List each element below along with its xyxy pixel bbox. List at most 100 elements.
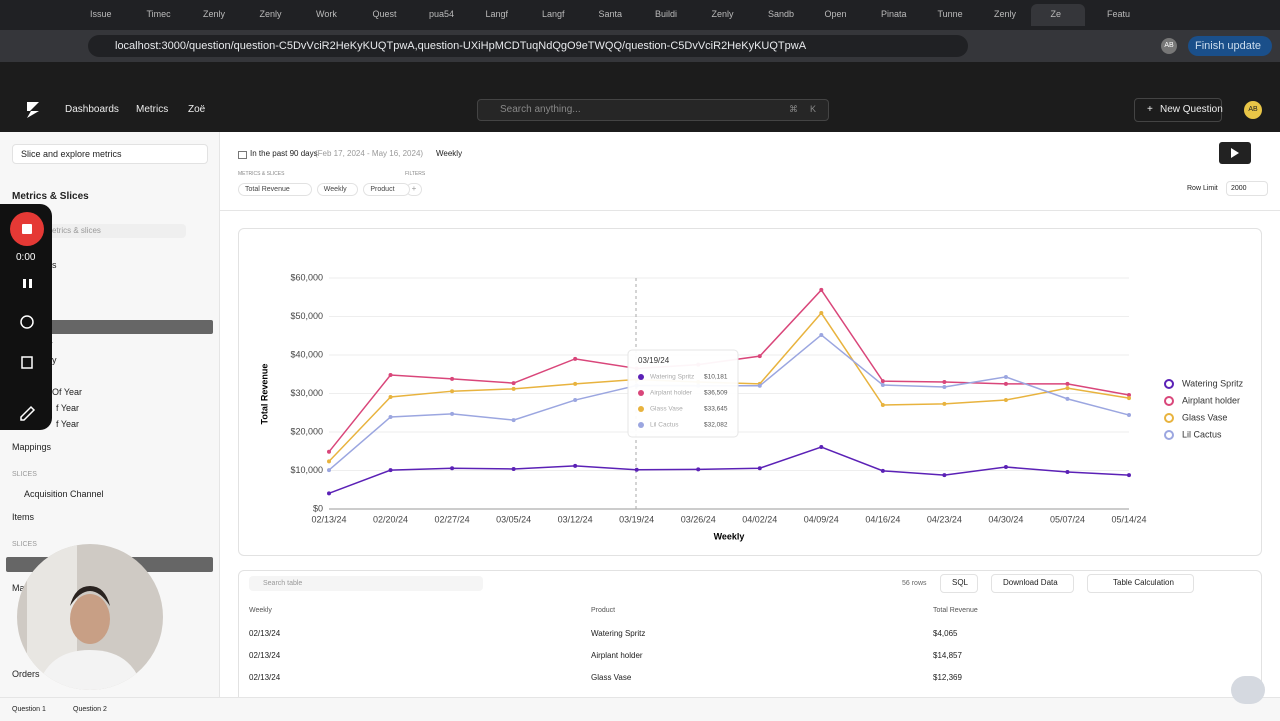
tab-title: Timec	[146, 9, 171, 19]
tab-title: Zenly	[711, 9, 734, 19]
point	[880, 379, 885, 384]
row-limit-label: Row Limit	[1187, 185, 1218, 192]
item[interactable]: Of Year	[52, 387, 83, 397]
y-tick-label: $60,000	[290, 272, 323, 282]
recorder-icons[interactable]	[18, 313, 38, 423]
table-header[interactable]: Weekly	[249, 607, 272, 614]
table-header[interactable]: Total Revenue	[933, 607, 978, 614]
table-header[interactable]: Product	[591, 607, 616, 614]
table-button-label: Table Calculation	[1113, 578, 1174, 587]
date-range-dates: (Feb 17, 2024 - May 16, 2024)	[315, 149, 424, 158]
point	[573, 381, 578, 386]
logo	[27, 102, 39, 118]
address-bar[interactable]	[88, 35, 968, 57]
y-tick-label: $50,000	[290, 311, 323, 321]
legend-label: Airplant holder	[1182, 395, 1240, 405]
avatar[interactable]: AB	[1244, 101, 1262, 119]
tooltip-marker	[638, 422, 644, 428]
url: localhost:3000/question/question-C5DvVci…	[115, 40, 807, 52]
group-title[interactable]: Items	[12, 512, 35, 522]
legend-marker	[1164, 379, 1174, 389]
chip-label: Total Revenue	[245, 186, 290, 193]
chat[interactable]	[1231, 676, 1265, 704]
x-tick-label: 02/27/24	[435, 514, 470, 524]
group-title[interactable]: Ma	[12, 583, 25, 593]
search[interactable]	[477, 99, 829, 121]
point	[634, 467, 639, 472]
nav-item[interactable]: Dashboards	[65, 104, 119, 115]
tab-title: pua54	[429, 9, 455, 19]
chip[interactable]	[238, 183, 312, 196]
tab-title: Ze	[1050, 9, 1062, 19]
chip[interactable]	[316, 183, 359, 196]
table-button[interactable]	[940, 574, 978, 593]
item[interactable]: f Year	[56, 419, 80, 429]
legend-marker	[1164, 430, 1174, 440]
table-cell: Airplant holder	[591, 651, 643, 660]
point	[388, 394, 393, 399]
point	[757, 383, 762, 388]
x-tick-label: 03/26/24	[681, 514, 716, 524]
point	[942, 473, 947, 478]
search-placeholder: Search anything...	[500, 104, 581, 115]
table-button[interactable]	[991, 574, 1074, 593]
x-tick-label: 02/20/24	[373, 514, 408, 524]
item[interactable]: f Year	[56, 403, 80, 413]
point	[819, 287, 824, 292]
table-cell: 02/13/24	[249, 673, 281, 682]
x-tick-label: 03/05/24	[496, 514, 531, 524]
sidebar-search[interactable]: etrics & slices	[52, 226, 101, 235]
table-cell: $14,857	[933, 651, 962, 660]
group-title[interactable]: Orders	[12, 669, 40, 679]
point	[942, 379, 947, 384]
table-button[interactable]	[1087, 574, 1194, 593]
new-question[interactable]	[1134, 98, 1222, 122]
point	[757, 354, 762, 359]
y-axis-label: Total Revenue	[259, 364, 269, 425]
point	[388, 414, 393, 419]
group-label: SLICES	[12, 541, 37, 548]
update-button[interactable]: Finish update	[1195, 40, 1262, 52]
table-search[interactable]: Search table	[263, 580, 303, 587]
x-tick-label: 05/07/24	[1050, 514, 1085, 524]
x-tick-label: 02/13/24	[311, 514, 346, 524]
tab-title: Issue	[90, 9, 112, 19]
point	[819, 332, 824, 337]
tooltip	[627, 349, 739, 438]
tab-title: Open	[824, 9, 847, 19]
table-cell: $12,369	[933, 673, 962, 682]
x-tick-label: 04/30/24	[988, 514, 1023, 524]
nav-item[interactable]: Zoë	[188, 104, 206, 115]
tooltip-value: $36,509	[704, 390, 728, 397]
question-tab[interactable]: Question 1	[12, 706, 46, 713]
item[interactable]: s	[52, 260, 57, 270]
tab-title: Work	[316, 9, 337, 19]
tooltip-value: $32,082	[704, 422, 728, 429]
point	[1065, 386, 1070, 391]
profile[interactable]: AB	[1161, 38, 1177, 54]
y-tick-label: $20,000	[290, 426, 323, 436]
tooltip-marker	[638, 390, 644, 396]
tooltip-name: Watering Spritz	[650, 374, 694, 381]
chip-label: Weekly	[323, 186, 347, 193]
row-limit[interactable]: 2000	[1231, 185, 1247, 192]
item[interactable]: Acquisition Channel	[24, 489, 104, 499]
select[interactable]: Slice and explore metrics	[21, 149, 122, 159]
grain[interactable]: Weekly	[436, 149, 463, 158]
nav-item[interactable]: Metrics	[136, 104, 169, 115]
point	[1003, 381, 1008, 386]
table-cell: $4,065	[933, 629, 958, 638]
point	[511, 418, 516, 423]
tab-title: Zenly	[259, 9, 282, 19]
chip[interactable]	[363, 183, 410, 196]
tab[interactable]	[1030, 4, 1085, 26]
item[interactable]: ly	[50, 355, 57, 365]
point	[696, 467, 701, 472]
point	[942, 401, 947, 406]
point	[450, 466, 455, 471]
question-tab[interactable]: Question 2	[73, 706, 107, 713]
group-title[interactable]: Mappings	[12, 442, 52, 452]
point	[327, 449, 331, 454]
date-range[interactable]: In the past 90 days	[250, 149, 318, 158]
